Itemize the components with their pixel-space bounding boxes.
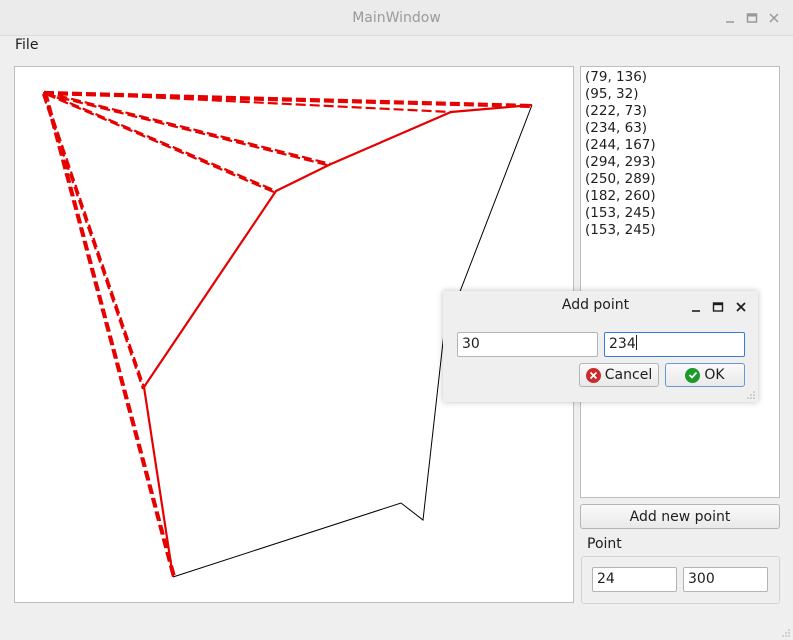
point-x-field[interactable]: 24 [592, 567, 677, 592]
list-item[interactable]: (244, 167) [585, 137, 656, 153]
list-item[interactable]: (153, 245) [585, 205, 656, 221]
close-icon[interactable] [765, 9, 783, 27]
list-item[interactable]: (153, 245) [585, 222, 656, 238]
cancel-button[interactable]: Cancel [579, 363, 659, 387]
dialog-minimize-icon[interactable] [688, 299, 704, 315]
dialog-x-input[interactable]: 30 [457, 332, 598, 357]
solid-red-chain [142, 103, 533, 578]
dialog-resize-grip-icon[interactable] [747, 391, 755, 399]
cancel-label: Cancel [604, 367, 653, 383]
ok-label: OK [704, 367, 725, 383]
list-item[interactable]: (182, 260) [585, 188, 656, 204]
list-item[interactable]: (234, 63) [585, 120, 648, 136]
cancel-icon [585, 367, 601, 383]
add-point-dialog: Add point 30 234 Cancel OK [443, 291, 758, 402]
list-item[interactable]: (222, 73) [585, 103, 648, 119]
point-group-label: Point [587, 536, 622, 552]
window-title: MainWindow [352, 10, 441, 26]
list-item[interactable]: (95, 32) [585, 86, 639, 102]
point-groupbox [581, 556, 780, 604]
minimize-icon[interactable] [721, 9, 739, 27]
dialog-maximize-icon[interactable] [710, 299, 726, 315]
menu-bar: File [0, 36, 793, 58]
dashed-fan-lines [41, 90, 533, 578]
ok-check-icon [685, 367, 701, 383]
window-resize-grip-icon[interactable] [782, 629, 790, 637]
dialog-title: Add point [561, 297, 630, 313]
add-new-point-button[interactable]: Add new point [580, 504, 780, 529]
dialog-y-input[interactable]: 234 [604, 332, 745, 357]
text-cursor [635, 335, 637, 350]
maximize-icon[interactable] [743, 9, 761, 27]
dialog-y-value: 234 [609, 336, 636, 352]
list-item[interactable]: (294, 293) [585, 154, 656, 170]
dialog-close-icon[interactable] [733, 299, 749, 315]
canvas-drawing [41, 90, 533, 578]
list-item[interactable]: (250, 289) [585, 171, 656, 187]
hull-outline [172, 104, 533, 578]
menu-file[interactable]: File [15, 37, 39, 53]
title-bar: MainWindow [0, 0, 793, 36]
points-list[interactable]: (79, 136) (95, 32) (222, 73) (234, 63) (244,… [580, 66, 780, 498]
point-y-field[interactable]: 300 [683, 567, 768, 592]
list-item[interactable]: (79, 136) [585, 69, 648, 85]
ok-button[interactable]: OK [665, 363, 745, 387]
